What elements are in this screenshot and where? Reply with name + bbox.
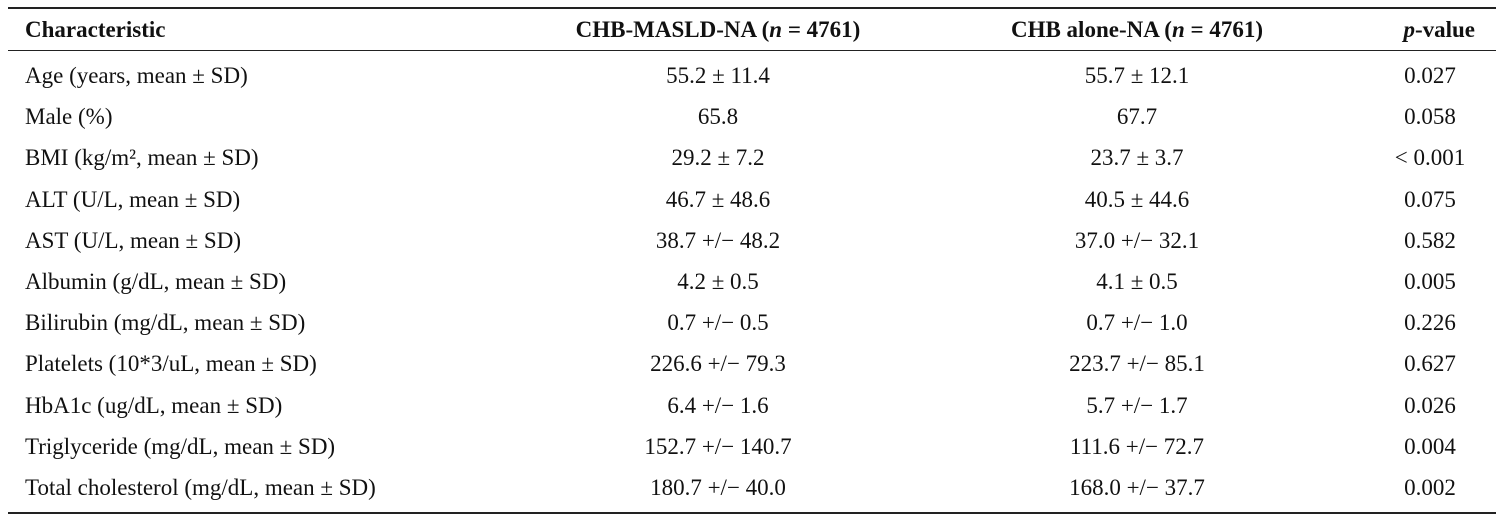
data-cell: 0.075 (1404, 186, 1456, 212)
data-cell: 0.7 +/− 0.5 (667, 310, 769, 336)
data-cell: 38.7 +/− 48.2 (655, 227, 781, 253)
row-label: Bilirubin (mg/dL, mean ± SD) (25, 310, 306, 336)
data-cell: 55.7 ± 12.1 (1084, 63, 1190, 88)
bottom-rule (8, 512, 1496, 514)
row-label: HbA1c (ug/dL, mean ± SD) (25, 392, 283, 418)
data-cell: 4.2 ± 0.5 (677, 269, 759, 294)
header-text: Characteristic (25, 17, 166, 42)
data-cell: 111.6 +/− 72.7 (1069, 433, 1205, 459)
header-text: = 4761) (782, 17, 861, 42)
data-cell: 65.8 (697, 104, 739, 130)
header-cell: Characteristic (25, 15, 166, 45)
row-label: Triglyceride (mg/dL, mean ± SD) (25, 433, 336, 459)
header-text: CHB-MASLD-NA ( (575, 17, 770, 42)
row-label: BMI (kg/m², mean ± SD) (25, 145, 259, 171)
data-cell: 67.7 (1116, 104, 1158, 130)
data-cell: 46.7 ± 48.6 (665, 186, 771, 212)
data-cell: 5.7 +/− 1.7 (1086, 392, 1188, 418)
row-label: Albumin (g/dL, mean ± SD) (25, 269, 287, 294)
header-text: p (1403, 17, 1415, 42)
row-label: Total cholesterol (mg/dL, mean ± SD) (25, 475, 376, 500)
data-cell: 0.7 +/− 1.0 (1086, 310, 1188, 336)
data-cell: 55.2 ± 11.4 (666, 63, 770, 88)
data-cell: 168.0 +/− 37.7 (1069, 475, 1205, 500)
data-cell: 23.7 ± 3.7 (1090, 145, 1184, 171)
header-text: = 4761) (1184, 17, 1264, 42)
data-cell: 152.7 +/− 140.7 (644, 433, 792, 459)
row-label: Platelets (10*3/uL, mean ± SD) (25, 351, 317, 377)
row-label: Male (%) (25, 104, 113, 130)
header-text: CHB alone-NA ( (1010, 17, 1172, 42)
header-text: n (1171, 17, 1185, 42)
data-cell: 0.005 (1404, 269, 1456, 294)
data-cell: 0.004 (1404, 433, 1456, 459)
header-cell: CHB alone-NA (n = 4761) (1011, 15, 1263, 45)
header-text: n (769, 17, 783, 42)
data-cell: 226.6 +/− 79.3 (650, 351, 786, 377)
data-cell: 0.058 (1404, 104, 1456, 130)
data-cell: 180.7 +/− 40.0 (650, 475, 786, 500)
data-cell: 4.1 ± 0.5 (1096, 269, 1178, 294)
data-cell: 29.2 ± 7.2 (671, 145, 765, 171)
data-cell: 0.026 (1404, 392, 1456, 418)
header-text: -value (1414, 17, 1475, 42)
data-cell: 0.027 (1404, 63, 1456, 88)
data-cell: 0.226 (1404, 310, 1456, 336)
header-rule (8, 50, 1496, 51)
data-cell: 223.7 +/− 85.1 (1069, 351, 1205, 377)
data-cell: 0.627 (1404, 351, 1456, 377)
data-cell: 6.4 +/− 1.6 (667, 392, 769, 418)
header-cell: p-value (1403, 15, 1475, 45)
row-label: ALT (U/L, mean ± SD) (25, 186, 241, 212)
data-cell: 40.5 ± 44.6 (1084, 186, 1190, 212)
row-label: AST (U/L, mean ± SD) (25, 227, 241, 253)
data-cell: < 0.001 (1394, 145, 1466, 171)
header-cell: CHB-MASLD-NA (n = 4761) (576, 15, 861, 45)
data-cell: 37.0 +/− 32.1 (1074, 227, 1200, 253)
data-cell: 0.582 (1404, 227, 1456, 253)
top-rule (8, 7, 1496, 9)
row-label: Age (years, mean ± SD) (25, 63, 248, 88)
data-cell: 0.002 (1404, 475, 1456, 500)
